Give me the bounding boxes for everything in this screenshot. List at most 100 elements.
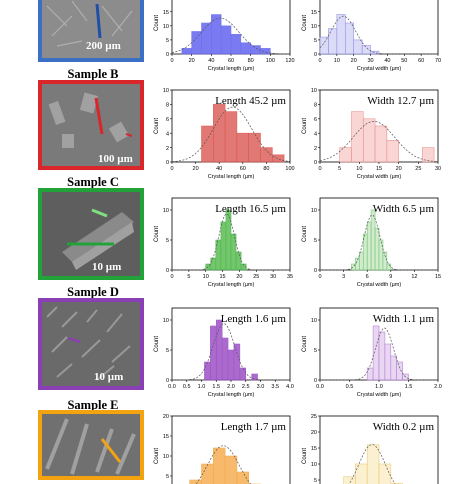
x-tick-label: 1.5 — [212, 384, 220, 390]
y-tick-label: 5 — [314, 348, 317, 354]
x-tick-label: 2.0 — [227, 384, 235, 390]
x-axis-label: Crystal length (µm) — [208, 392, 255, 398]
y-axis-label: Count — [154, 336, 160, 352]
histogram-bar — [375, 228, 379, 270]
histogram-bar — [252, 374, 258, 380]
x-tick-label: 80 — [263, 166, 269, 172]
x-tick-label: 12 — [411, 274, 417, 280]
x-tick-label: 60 — [228, 58, 234, 64]
y-tick-label: 10 — [311, 318, 317, 324]
histogram-bar — [272, 155, 284, 162]
histogram-bar — [375, 126, 387, 162]
x-tick-label: 4.0 — [286, 384, 294, 390]
x-tick-label: 20 — [189, 58, 195, 64]
y-axis-label: Count — [154, 118, 160, 134]
y-tick-label: 5 — [166, 238, 169, 244]
y-tick-label: 20 — [311, 430, 317, 436]
y-tick-label: 0 — [314, 52, 317, 58]
histogram-bar — [192, 31, 202, 54]
y-tick-label: 8 — [166, 103, 169, 109]
histogram-bar — [344, 477, 356, 484]
histogram-bar — [241, 43, 251, 54]
y-axis-label: Count — [154, 15, 160, 31]
x-tick-label: 0.5 — [183, 384, 191, 390]
x-tick-label: 20 — [193, 166, 199, 172]
histogram-e-width: 0510152025CountWidth 0.2 µm — [298, 404, 446, 484]
y-tick-label: 10 — [163, 208, 169, 214]
y-tick-label: 5 — [314, 478, 317, 484]
histogram-e-length: 05101520CountLength 1.7 µm — [150, 404, 298, 484]
y-tick-label: 5 — [166, 38, 169, 44]
x-tick-label: 20 — [236, 274, 242, 280]
x-axis-label: Crystal length (µm) — [208, 174, 255, 180]
histogram-bar — [379, 240, 383, 270]
A-length-svg: 05101520020406080100120CountCrystal leng… — [150, 0, 298, 80]
x-axis-label: Crystal length (µm) — [208, 66, 255, 72]
sample-d-micrograph: 10 µm — [38, 298, 144, 390]
sample-a-scale-label: 200 µm — [86, 40, 121, 52]
sample-c-scale-label: 10 µm — [92, 261, 121, 273]
histogram-bar — [204, 362, 210, 380]
histogram-bar — [213, 448, 225, 484]
x-tick-label: 1.0 — [375, 384, 383, 390]
x-tick-label: 120 — [285, 58, 294, 64]
histogram-bar — [237, 133, 249, 162]
y-tick-label: 10 — [163, 318, 169, 324]
y-tick-label: 15 — [163, 434, 169, 440]
y-tick-label: 4 — [314, 131, 317, 137]
histogram-bar — [340, 148, 352, 162]
y-tick-label: 0 — [314, 160, 317, 166]
histogram-bar — [385, 344, 391, 380]
histogram-bar — [367, 222, 371, 270]
x-tick-label: 35 — [287, 274, 293, 280]
histogram-bar — [345, 23, 353, 54]
sample-b-arrow — [96, 98, 102, 134]
y-axis-label: Count — [154, 448, 160, 464]
x-tick-label: 30 — [368, 58, 374, 64]
x-tick-label: 3 — [342, 274, 345, 280]
histogram-bar — [226, 210, 231, 270]
histogram-bar — [225, 456, 237, 484]
sample-d-arrow — [68, 338, 80, 342]
histogram-bar — [354, 40, 362, 54]
histogram-bar — [234, 344, 240, 380]
sample-c-arrow-width — [92, 210, 107, 216]
histogram-bar — [221, 26, 231, 54]
x-tick-label: 30 — [270, 274, 276, 280]
chart-annotation: Length 1.6 µm — [221, 313, 287, 325]
x-tick-label: 15 — [220, 274, 226, 280]
histogram-bar — [391, 356, 397, 380]
x-tick-label: 10 — [334, 58, 340, 64]
histogram-bar — [387, 140, 399, 162]
sample-b-scale-label: 100 µm — [98, 153, 133, 165]
x-tick-label: 20 — [396, 166, 402, 172]
chart-annotation: Length 16.5 µm — [215, 203, 286, 215]
y-axis-label: Count — [302, 15, 308, 31]
chart-annotation: Width 12.7 µm — [367, 95, 434, 107]
histogram-bar — [337, 15, 345, 54]
x-tick-label: 40 — [216, 166, 222, 172]
y-tick-label: 25 — [311, 414, 317, 420]
y-tick-label: 20 — [311, 0, 317, 2]
chart-annotation: Width 0.2 µm — [373, 421, 435, 433]
histogram-bar — [190, 480, 202, 484]
x-tick-label: 0.5 — [346, 384, 354, 390]
y-tick-label: 6 — [166, 117, 169, 123]
x-tick-label: 10 — [203, 274, 209, 280]
y-tick-label: 10 — [163, 24, 169, 30]
x-tick-label: 100 — [266, 58, 275, 64]
y-axis-label: Count — [302, 336, 308, 352]
x-tick-label: 2.0 — [434, 384, 442, 390]
y-tick-label: 10 — [311, 462, 317, 468]
x-tick-label: 2.5 — [242, 384, 250, 390]
histogram-bar — [379, 332, 385, 380]
x-tick-label: 0 — [170, 274, 173, 280]
sample-d-texture — [42, 302, 140, 386]
histogram-bar — [379, 464, 391, 484]
